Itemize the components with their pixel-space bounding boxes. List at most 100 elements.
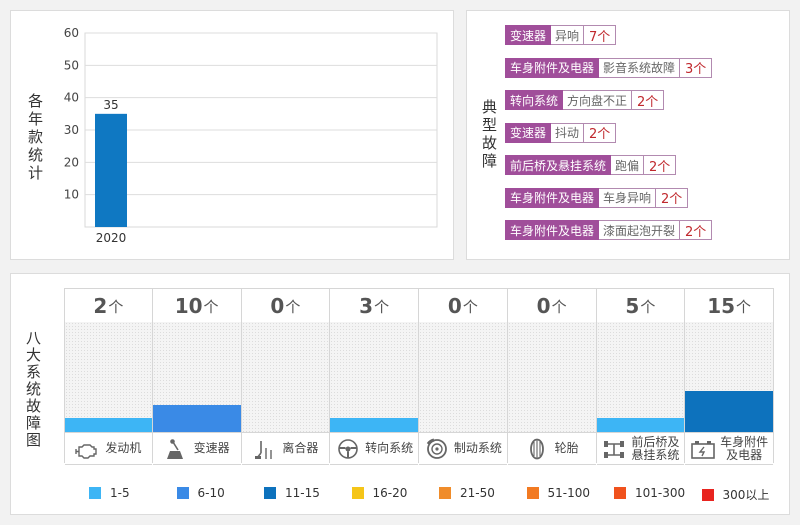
fault-system: 变速器	[505, 122, 552, 143]
legend-swatch	[526, 487, 539, 499]
fault-system: 车身附件及电器	[505, 220, 600, 240]
systems-fault-grid: 2 个发动机 10 个变速器 0 个离合器 3 个转向系统 0 个制动系统 0 个轮胎 5 个前后桥及 悬挂…	[64, 288, 774, 465]
system-bar-area	[241, 322, 330, 432]
y-tick-label: 60	[64, 26, 79, 40]
fault-count: 2个	[679, 220, 713, 240]
system-label: 轮胎	[555, 442, 579, 455]
fault-count: 2个	[655, 187, 689, 208]
legend-item: 1-5	[89, 486, 130, 500]
system-count-unit: 个	[640, 297, 656, 316]
fault-name: 车身异响	[599, 187, 656, 208]
fault-system: 变速器	[505, 25, 552, 45]
legend-swatch	[264, 487, 276, 499]
system-column: 2 个发动机	[64, 288, 153, 465]
system-label-line: 车身附件	[720, 434, 769, 449]
yearly-stats-label: 各年款统计	[26, 93, 44, 183]
brake-disc-icon	[426, 438, 447, 459]
legend-label: 51-100	[547, 486, 591, 500]
system-label-line: 制动系统	[453, 441, 502, 455]
system-count: 10 个	[152, 288, 241, 324]
fault-count: 7个	[583, 25, 617, 45]
system-count-unit: 个	[736, 297, 752, 316]
legend-label: 6-10	[197, 486, 225, 500]
legend-swatch	[176, 487, 189, 499]
fault-name: 异响	[551, 25, 584, 45]
legend-item: 51-100	[526, 486, 591, 500]
legend-swatch	[701, 488, 714, 501]
fault-count: 2个	[583, 122, 617, 143]
legend-item: 11-15	[264, 486, 320, 500]
system-bar-area	[330, 322, 418, 432]
system-footer: 转向系统	[330, 432, 418, 465]
system-column: 10 个变速器	[152, 288, 242, 465]
system-label: 制动系统	[454, 442, 502, 455]
systems-fault-panel: 八大系统故障图 2 个发动机 10 个变速器 0 个离合器 3 个转向系统 0 个制动系统 0 个轮胎…	[10, 273, 790, 515]
system-footer: 发动机	[65, 432, 152, 465]
system-count-number: 3	[359, 294, 374, 318]
fault-count: 2个	[643, 155, 677, 175]
y-tick-label: 30	[64, 123, 79, 137]
system-bar-area	[65, 322, 152, 432]
system-column: 0 个离合器	[241, 288, 331, 465]
system-bar-area	[685, 322, 773, 432]
system-column: 0 个制动系统	[419, 288, 508, 465]
fault-system: 前后桥及悬挂系统	[505, 155, 612, 175]
system-count-number: 15	[707, 294, 736, 318]
fault-name: 跑偏	[611, 155, 644, 175]
y-tick-label: 40	[64, 91, 79, 105]
battery-icon	[691, 440, 715, 459]
legend-item: 101-300	[614, 486, 685, 500]
engine-icon	[75, 443, 98, 459]
gear-shifter-icon	[166, 438, 183, 459]
fault-name: 抖动	[551, 122, 584, 143]
system-count-unit: 个	[374, 297, 390, 316]
legend-swatch	[614, 487, 626, 499]
y-tick-label: 50	[64, 58, 79, 72]
legend-item: 300以上	[701, 486, 770, 503]
legend-label: 11-15	[285, 486, 320, 500]
system-label-line: 悬挂系统	[631, 447, 680, 462]
legend-swatch	[89, 487, 101, 499]
legend-label: 300以上	[722, 488, 770, 502]
system-label-line: 变速器	[193, 441, 230, 455]
system-label: 发动机	[105, 442, 141, 455]
system-count: 15 个	[685, 288, 773, 324]
yearly-bar-chart: 10 20 30 40 50 60 35 2020	[64, 26, 438, 245]
system-count-number: 0	[536, 294, 551, 318]
legend-swatch	[439, 487, 451, 499]
system-label: 车身附件 及电器	[720, 434, 769, 462]
legend-item: 6-10	[176, 486, 225, 500]
legend-label: 1-5	[110, 486, 130, 500]
system-label-line: 轮胎	[554, 441, 579, 455]
system-label: 前后桥及 悬挂系统	[631, 434, 680, 462]
system-footer: 制动系统	[419, 432, 507, 465]
typical-faults-panel: 典型故障 变速器 异响 7个 车身附件及电器 影音系统故障 3个 转向系统 方向盘不正 2个 变速…	[466, 10, 790, 260]
tire-icon	[529, 438, 544, 459]
fault-name: 影音系统故障	[599, 57, 680, 78]
system-label-line: 前后桥及	[631, 434, 680, 449]
system-bar-area	[507, 322, 596, 432]
system-count-number: 2	[93, 294, 108, 318]
fault-system: 车身附件及电器	[505, 187, 600, 208]
y-tick-label: 10	[64, 188, 79, 202]
legend-label: 101-300	[635, 486, 686, 500]
system-label: 离合器	[282, 442, 318, 455]
system-bar	[65, 418, 152, 432]
system-count-unit: 个	[462, 297, 478, 316]
legend-item: 21-50	[439, 486, 495, 500]
fault-name: 漆面起泡开裂	[599, 220, 680, 240]
system-bar-area	[419, 322, 507, 432]
system-footer: 轮胎	[507, 432, 596, 465]
system-count-unit: 个	[285, 297, 301, 316]
system-bar	[152, 404, 241, 432]
system-count-unit: 个	[203, 297, 219, 316]
system-footer: 离合器	[241, 432, 330, 465]
fault-count: 3个	[679, 57, 713, 78]
fault-item: 前后桥及悬挂系统 跑偏 2个	[505, 155, 677, 175]
system-bar	[330, 418, 418, 432]
system-column: 3 个转向系统	[330, 288, 419, 465]
system-label: 转向系统	[365, 442, 413, 455]
fault-item: 车身附件及电器 影音系统故障 3个	[505, 57, 713, 78]
